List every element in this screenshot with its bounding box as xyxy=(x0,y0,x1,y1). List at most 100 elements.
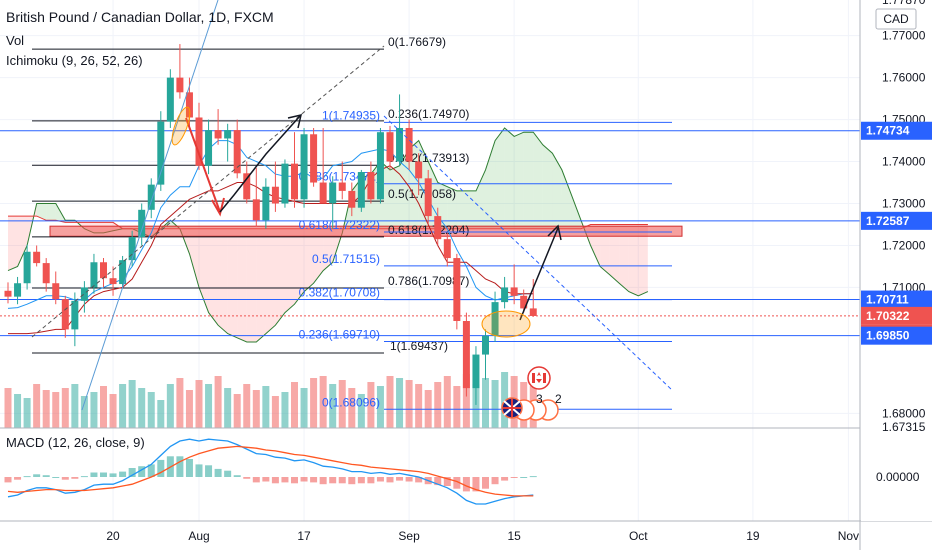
vol-label: Vol xyxy=(6,33,24,48)
black-arrow-up[interactable] xyxy=(219,113,303,213)
macd-histogram-bar xyxy=(243,477,251,479)
volume-bar xyxy=(33,384,41,428)
cloud-segment xyxy=(246,228,257,342)
candle-body xyxy=(453,258,461,321)
candle-body xyxy=(195,117,203,166)
macd-histogram-bar xyxy=(71,477,79,479)
candle-body xyxy=(147,184,155,210)
economic-events[interactable]: 3 2 xyxy=(501,366,562,421)
cloud-segment xyxy=(8,216,18,271)
candle-body xyxy=(510,287,518,296)
candle-body xyxy=(396,127,404,162)
ellipse-highlight-bottom[interactable] xyxy=(481,310,531,338)
black-arrow-projection[interactable] xyxy=(519,224,562,321)
price-tag-label: 1.70322 xyxy=(866,309,910,323)
ichimoku-cloud xyxy=(7,127,649,343)
time-axis[interactable]: 20 Aug 17 Sep 15 Oct 19 Nov xyxy=(106,529,859,543)
candle-body xyxy=(329,182,337,204)
cloud-segment xyxy=(504,127,515,229)
macd-histogram-bar xyxy=(300,477,308,482)
macd-histogram-bar xyxy=(529,476,537,478)
macd-histogram-bar xyxy=(396,477,404,481)
candle-body xyxy=(367,172,375,200)
ellipse-highlight-top[interactable] xyxy=(169,105,194,147)
macd-label: MACD (12, 26, close, 9) xyxy=(6,435,145,450)
volume-bar xyxy=(443,376,451,428)
cloud-segment xyxy=(466,190,476,229)
candle-body xyxy=(128,237,136,261)
cloud-segment xyxy=(275,228,285,326)
macd-histogram-bar xyxy=(4,477,12,483)
macd-histogram-bar xyxy=(443,477,451,486)
macd-histogram-bar xyxy=(80,476,88,478)
volume-bar xyxy=(166,384,174,428)
candle-body xyxy=(405,127,413,162)
candle-body xyxy=(205,130,213,166)
uk-flag-icon[interactable] xyxy=(501,397,559,421)
currency-badge-label: CAD xyxy=(883,12,909,26)
macd-line xyxy=(7,438,534,505)
macd-histogram-bar xyxy=(271,477,279,484)
candle-body xyxy=(357,172,365,208)
volume-bar xyxy=(310,378,318,428)
fib-right-level-label: 0.5(1.71515) xyxy=(312,252,380,266)
macd-histogram-bar xyxy=(367,477,375,484)
candle-body xyxy=(23,251,31,284)
volume-bar xyxy=(281,392,289,428)
price-tick-label: 1.77000 xyxy=(882,29,926,43)
cloud-segment xyxy=(609,224,620,284)
candle-body xyxy=(176,77,184,93)
candle-body xyxy=(157,121,165,185)
red-arrow[interactable] xyxy=(185,117,225,217)
price-tick-label: 1.73000 xyxy=(882,197,926,211)
volume-bar xyxy=(71,384,79,428)
volume-bar xyxy=(453,386,461,428)
price-tag[interactable] xyxy=(861,121,932,140)
macd-histogram-bar xyxy=(434,477,442,486)
candle-body xyxy=(348,190,356,208)
cloud-segment xyxy=(189,228,199,288)
macd-pane xyxy=(4,438,537,505)
ca-flag-icon[interactable] xyxy=(527,366,551,390)
cloud-segment xyxy=(475,169,486,229)
candle-body xyxy=(185,92,193,118)
price-tag[interactable] xyxy=(861,290,932,309)
macd-histogram-bar xyxy=(501,477,509,481)
macd-histogram-bar xyxy=(482,477,489,489)
candle-body xyxy=(166,77,174,122)
cloud-segment xyxy=(304,228,314,292)
cloud-segment xyxy=(36,203,47,221)
price-tag[interactable] xyxy=(861,306,932,325)
volume-bar xyxy=(338,380,346,428)
cloud-segment xyxy=(619,224,629,292)
volume-bar xyxy=(243,384,251,428)
macd-histogram-bar xyxy=(252,477,260,483)
macd-tick-label: 0.00000 xyxy=(876,470,920,484)
supply-zone[interactable] xyxy=(49,225,683,237)
cloud-segment xyxy=(495,127,505,229)
volume-bar xyxy=(434,382,442,428)
symbol-title: British Pound / Canadian Dollar, 1D, FXC… xyxy=(6,9,274,25)
price-tag[interactable] xyxy=(861,211,932,230)
annotations xyxy=(31,0,673,411)
currency-badge[interactable]: CAD xyxy=(875,8,917,30)
fib-left-level-label: 0(1.76679) xyxy=(388,35,446,49)
rising-trendline[interactable] xyxy=(81,0,219,411)
volume-bar xyxy=(501,372,509,428)
macd-histogram-bar xyxy=(138,466,146,477)
volume-bar xyxy=(52,392,60,428)
cloud-segment xyxy=(447,186,457,229)
candle-body xyxy=(119,260,127,285)
fib-right-level-label: 1(1.74935) xyxy=(322,108,380,122)
price-axis[interactable]: 1.770001.760001.750001.740001.730001.720… xyxy=(861,0,932,521)
candle-body xyxy=(291,163,298,200)
price-tag[interactable] xyxy=(861,326,932,345)
volume-bar xyxy=(291,382,298,428)
price-axis-bg xyxy=(861,0,932,521)
fib-diagonal-right xyxy=(383,115,673,391)
macd-histogram-bar xyxy=(195,464,203,477)
macd-histogram-bar xyxy=(357,477,365,484)
candle-body xyxy=(472,354,480,389)
macd-histogram-bar xyxy=(462,477,470,492)
